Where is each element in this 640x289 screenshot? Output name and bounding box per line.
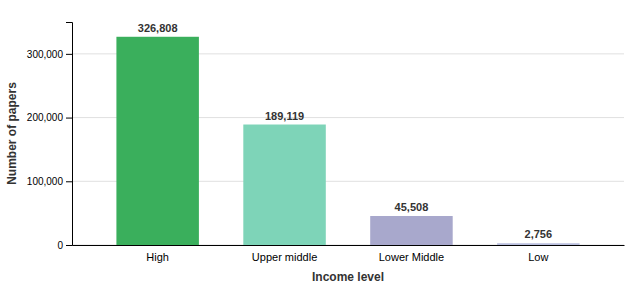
y-tick-label: 300,000 [27, 49, 64, 60]
bar [497, 243, 579, 245]
x-tick-label: Low [528, 251, 548, 263]
y-tick: 300,000 [27, 49, 72, 60]
bar [370, 216, 452, 245]
y-tick-label: 200,000 [27, 112, 64, 123]
y-axis: 0 100,000 200,000 300,000 [27, 23, 73, 251]
chart: 326,808 189,119 45,508 2,756 High Upper middl… [0, 0, 640, 289]
x-tick-label: Upper middle [252, 251, 317, 263]
x-tick: Low [528, 251, 548, 263]
bar [116, 37, 198, 245]
y-axis-title: Number of papers [5, 82, 19, 185]
data-label: 189,119 [265, 110, 304, 122]
y-tick: 200,000 [27, 112, 72, 123]
y-tick: 100,000 [27, 176, 72, 187]
x-axis-title: Income level [312, 270, 384, 284]
data-label: 326,808 [138, 22, 178, 34]
y-tick-label: 0 [57, 240, 63, 251]
y-tick-mark [66, 118, 72, 119]
data-labels: 326,808 189,119 45,508 2,756 [138, 22, 552, 240]
y-tick-mark [66, 181, 72, 182]
x-tick: Lower Middle [379, 251, 444, 263]
data-label: 45,508 [395, 201, 429, 213]
y-tick-mark [66, 54, 72, 55]
data-label: 2,756 [525, 228, 553, 240]
x-tick-label: Lower Middle [379, 251, 444, 263]
y-tick-mark [66, 245, 72, 246]
y-tick: 0 [57, 240, 72, 251]
plot-area: 326,808 189,119 45,508 2,756 High Upper middl… [27, 22, 625, 263]
x-tick: Upper middle [252, 251, 317, 263]
x-tick: High [146, 251, 169, 263]
y-axis-line [66, 23, 73, 246]
x-axis: High Upper middle Lower Middle Low [73, 246, 625, 263]
bar [243, 125, 325, 245]
bars [116, 37, 579, 245]
y-tick-label: 100,000 [27, 176, 64, 187]
x-tick-label: High [146, 251, 169, 263]
x-axis-line [73, 245, 625, 246]
